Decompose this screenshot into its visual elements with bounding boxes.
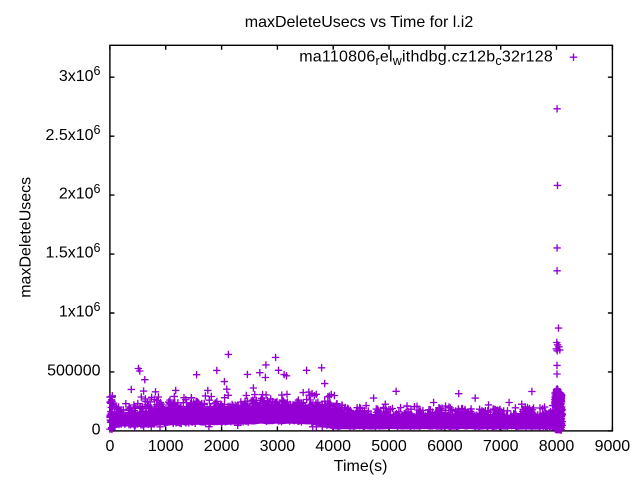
- svg-text:9000: 9000: [595, 438, 631, 455]
- svg-text:2x106: 2x106: [59, 182, 101, 203]
- svg-text:maxDeleteUsecs: maxDeleteUsecs: [18, 177, 35, 298]
- svg-text:3x106: 3x106: [59, 64, 101, 85]
- svg-text:4000: 4000: [315, 438, 351, 455]
- svg-text:Time(s): Time(s): [334, 458, 388, 475]
- svg-text:1.5x106: 1.5x106: [46, 241, 101, 262]
- svg-text:8000: 8000: [539, 438, 575, 455]
- svg-text:6000: 6000: [427, 438, 463, 455]
- svg-text:0: 0: [105, 438, 114, 455]
- svg-text:2.5x106: 2.5x106: [46, 123, 101, 144]
- svg-text:3000: 3000: [260, 438, 296, 455]
- svg-text:5000: 5000: [371, 438, 407, 455]
- svg-text:0: 0: [92, 422, 101, 439]
- svg-text:500000: 500000: [47, 363, 100, 380]
- svg-text:1000: 1000: [148, 438, 184, 455]
- svg-text:7000: 7000: [483, 438, 519, 455]
- svg-text:1x106: 1x106: [59, 300, 101, 321]
- svg-text:2000: 2000: [204, 438, 240, 455]
- svg-text:ma110806relwithdbg.cz12bc32r12: ma110806relwithdbg.cz12bc32r128: [299, 48, 553, 68]
- svg-text:maxDeleteUsecs vs Time for l.i: maxDeleteUsecs vs Time for l.i2: [245, 14, 474, 31]
